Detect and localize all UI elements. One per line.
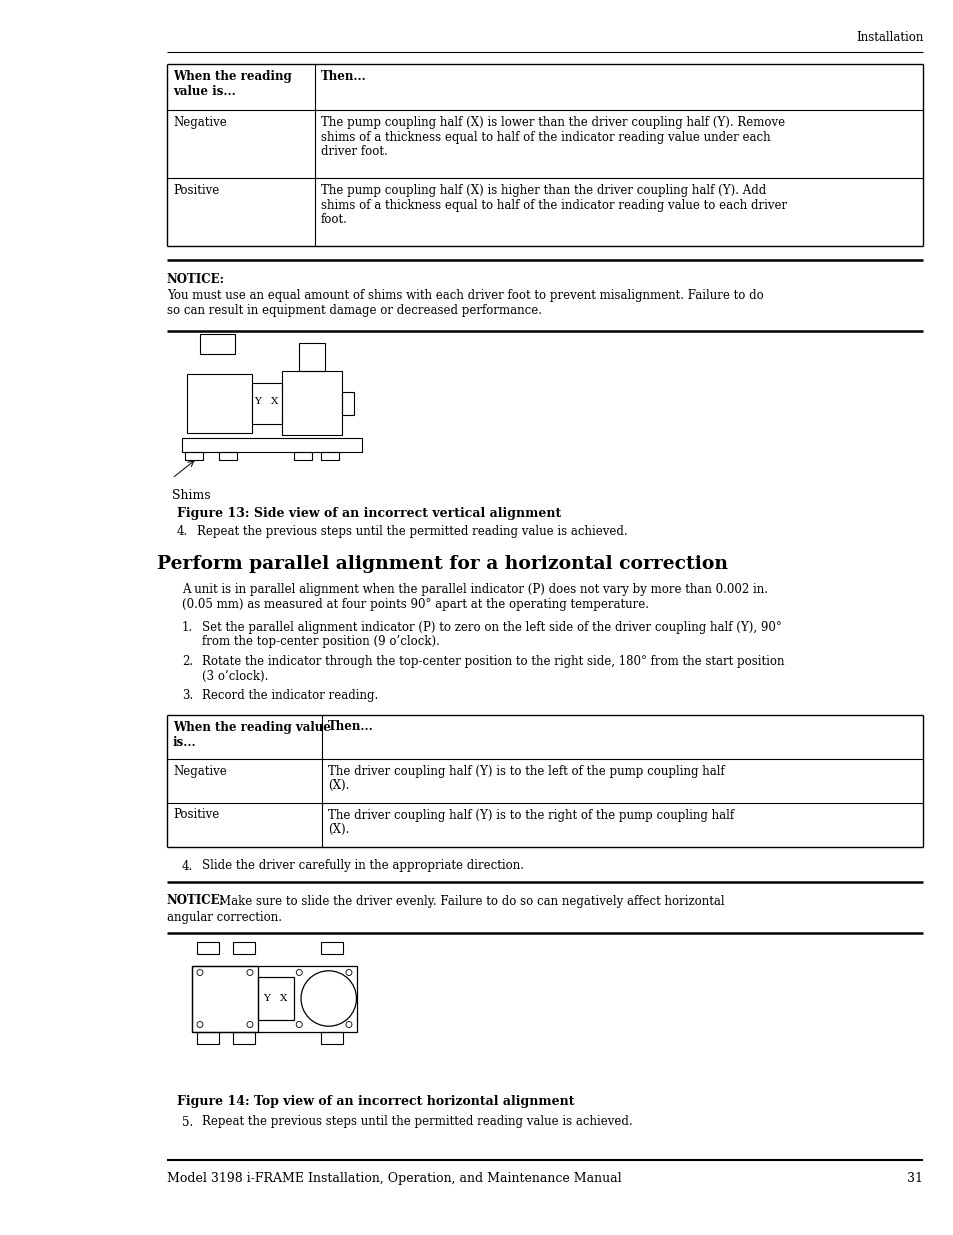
Text: foot.: foot. xyxy=(320,212,348,226)
Text: 4.: 4. xyxy=(182,860,193,872)
Text: When the reading value
is...: When the reading value is... xyxy=(172,720,331,748)
Text: 5.: 5. xyxy=(182,1115,193,1129)
Bar xyxy=(252,383,282,424)
Bar xyxy=(282,370,341,436)
Bar xyxy=(233,941,254,953)
Text: 2.: 2. xyxy=(182,655,193,668)
Bar xyxy=(320,452,338,459)
Text: Rotate the indicator through the top-center position to the right side, 180° fro: Rotate the indicator through the top-cen… xyxy=(202,655,783,668)
Text: Shims: Shims xyxy=(172,489,211,501)
Bar xyxy=(182,437,361,452)
Bar xyxy=(257,977,294,1020)
Bar xyxy=(219,452,237,459)
Text: Negative: Negative xyxy=(172,764,227,778)
Text: NOTICE:: NOTICE: xyxy=(167,273,225,287)
Bar xyxy=(298,343,325,370)
Text: Record the indicator reading.: Record the indicator reading. xyxy=(202,689,377,701)
Text: (X).: (X). xyxy=(328,779,349,792)
Bar xyxy=(187,374,252,432)
Text: 4.: 4. xyxy=(176,525,188,538)
Text: You must use an equal amount of shims with each driver foot to prevent misalignm: You must use an equal amount of shims wi… xyxy=(167,289,763,303)
Text: When the reading
value is...: When the reading value is... xyxy=(172,70,292,98)
Text: from the top-center position (9 o’clock).: from the top-center position (9 o’clock)… xyxy=(202,636,439,648)
Bar xyxy=(294,452,312,459)
Text: X: X xyxy=(280,994,288,1003)
Text: Y: Y xyxy=(253,396,261,406)
Bar xyxy=(320,1031,342,1044)
Text: A unit is in parallel alignment when the parallel indicator (P) does not vary by: A unit is in parallel alignment when the… xyxy=(182,583,767,597)
Text: 31: 31 xyxy=(906,1172,923,1186)
Bar xyxy=(192,966,257,1031)
Text: Then...: Then... xyxy=(320,70,366,83)
Text: Set the parallel alignment indicator (P) to zero on the left side of the driver : Set the parallel alignment indicator (P)… xyxy=(202,621,781,634)
Text: Then...: Then... xyxy=(328,720,374,734)
Text: angular correction.: angular correction. xyxy=(167,910,282,924)
Text: The pump coupling half (X) is higher than the driver coupling half (Y). Add: The pump coupling half (X) is higher tha… xyxy=(320,184,765,198)
Text: Positive: Positive xyxy=(172,184,219,198)
Text: Figure 13: Side view of an incorrect vertical alignment: Figure 13: Side view of an incorrect ver… xyxy=(176,508,560,520)
Text: (X).: (X). xyxy=(328,823,349,836)
Text: so can result in equipment damage or decreased performance.: so can result in equipment damage or dec… xyxy=(167,304,541,317)
Bar xyxy=(192,966,356,1031)
Bar xyxy=(200,333,235,354)
Text: Perform parallel alignment for a horizontal correction: Perform parallel alignment for a horizon… xyxy=(157,555,727,573)
Text: 1.: 1. xyxy=(182,621,193,634)
Bar xyxy=(196,1031,219,1044)
Bar xyxy=(341,391,354,415)
Bar xyxy=(196,941,219,953)
Text: Model 3198 i-FRAME Installation, Operation, and Maintenance Manual: Model 3198 i-FRAME Installation, Operati… xyxy=(167,1172,621,1186)
Text: (0.05 mm) as measured at four points 90° apart at the operating temperature.: (0.05 mm) as measured at four points 90°… xyxy=(182,598,648,611)
Text: Repeat the previous steps until the permitted reading value is achieved.: Repeat the previous steps until the perm… xyxy=(196,525,627,538)
Text: Installation: Installation xyxy=(855,31,923,44)
Text: NOTICE:: NOTICE: xyxy=(167,894,225,908)
Bar xyxy=(233,1031,254,1044)
Text: Repeat the previous steps until the permitted reading value is achieved.: Repeat the previous steps until the perm… xyxy=(202,1115,632,1129)
Text: driver foot.: driver foot. xyxy=(320,144,387,158)
Text: 3.: 3. xyxy=(182,689,193,701)
Text: Negative: Negative xyxy=(172,116,227,128)
Text: The driver coupling half (Y) is to the right of the pump coupling half: The driver coupling half (Y) is to the r… xyxy=(328,809,733,821)
Text: Y: Y xyxy=(263,994,271,1003)
Text: Slide the driver carefully in the appropriate direction.: Slide the driver carefully in the approp… xyxy=(202,860,523,872)
Text: The pump coupling half (X) is lower than the driver coupling half (Y). Remove: The pump coupling half (X) is lower than… xyxy=(320,116,784,128)
Text: (3 o’clock).: (3 o’clock). xyxy=(202,669,268,683)
Text: Make sure to slide the driver evenly. Failure to do so can negatively affect hor: Make sure to slide the driver evenly. Fa… xyxy=(219,894,724,908)
Text: Figure 14: Top view of an incorrect horizontal alignment: Figure 14: Top view of an incorrect hori… xyxy=(176,1095,574,1109)
Text: Positive: Positive xyxy=(172,809,219,821)
Bar xyxy=(320,941,342,953)
Text: X: X xyxy=(271,396,278,406)
Text: shims of a thickness equal to half of the indicator reading value under each: shims of a thickness equal to half of th… xyxy=(320,131,770,143)
Text: The driver coupling half (Y) is to the left of the pump coupling half: The driver coupling half (Y) is to the l… xyxy=(328,764,724,778)
Text: shims of a thickness equal to half of the indicator reading value to each driver: shims of a thickness equal to half of th… xyxy=(320,199,786,211)
Bar xyxy=(185,452,203,459)
